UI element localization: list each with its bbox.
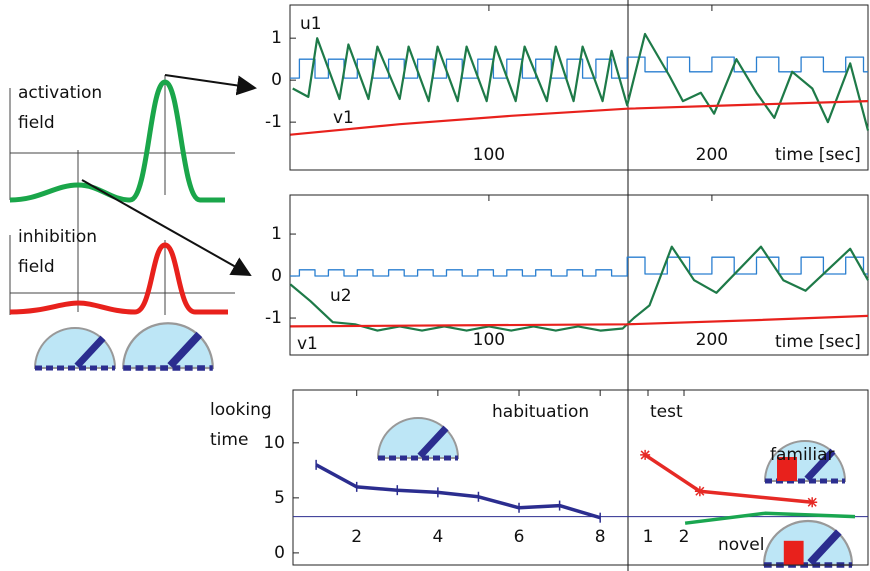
u-label: u1	[300, 14, 322, 34]
x-tick-label: 1	[643, 527, 654, 547]
series-line	[289, 245, 869, 332]
phase-label: test	[650, 402, 683, 422]
object-icon	[777, 457, 797, 481]
series-line	[315, 463, 601, 520]
novel-icon	[764, 521, 852, 565]
stimulus-icon	[35, 328, 115, 368]
x-tick-label: 4	[432, 527, 443, 547]
series-line	[290, 256, 868, 277]
x-tick-label: 200	[696, 145, 728, 165]
y-tick-label: 0	[271, 70, 282, 90]
plot-frame	[289, 194, 869, 356]
y-tick-label: 1	[271, 224, 282, 244]
plot-frame	[289, 4, 869, 171]
y-tick-label: -1	[265, 308, 282, 328]
series-line	[684, 511, 856, 525]
legend-label: familiar	[770, 445, 835, 465]
activation-curve	[9, 79, 225, 203]
inhibition-curve	[9, 242, 228, 315]
y-tick-label: 1	[271, 28, 282, 48]
series-line	[292, 32, 870, 131]
data-point	[640, 449, 651, 460]
inhibition-schematic	[9, 235, 235, 315]
arrow	[81, 179, 252, 276]
inhibition-label: inhibition field	[18, 227, 98, 277]
phase-label: habituation	[492, 402, 589, 422]
xlabel: time [sec]	[775, 145, 861, 165]
y-axis-label: looking time	[210, 400, 272, 450]
y-tick-label: 5	[274, 488, 285, 508]
series-line	[290, 314, 869, 328]
arrow	[164, 74, 257, 96]
x-tick-label: 2	[679, 527, 690, 547]
u-label: u2	[330, 286, 352, 306]
x-tick-label: 200	[696, 330, 728, 350]
y-tick-label: 10	[263, 433, 285, 453]
legend-label: novel	[718, 535, 764, 555]
activation-schematic	[9, 75, 235, 312]
object-icon	[783, 540, 804, 565]
series-line	[290, 100, 869, 136]
plot-frame	[292, 389, 869, 566]
activation-label: activation field	[18, 83, 103, 133]
data-point	[807, 497, 818, 508]
y-tick-label: 0	[271, 266, 282, 286]
data-point	[694, 486, 705, 497]
familiar-icon	[765, 441, 845, 481]
stimulus-icon	[378, 418, 458, 458]
x-tick-label: 100	[473, 330, 505, 350]
x-tick-label: 6	[514, 527, 525, 547]
x-tick-label: 2	[351, 527, 362, 547]
v-label: v1	[297, 334, 318, 354]
v-label: v1	[333, 108, 354, 128]
xlabel: time [sec]	[775, 332, 861, 352]
x-tick-label: 100	[473, 145, 505, 165]
x-tick-label: 8	[595, 527, 606, 547]
stimulus-icon	[764, 521, 852, 565]
y-tick-label: -1	[265, 112, 282, 132]
stimulus-icon	[123, 323, 213, 368]
y-tick-label: 0	[274, 543, 285, 563]
